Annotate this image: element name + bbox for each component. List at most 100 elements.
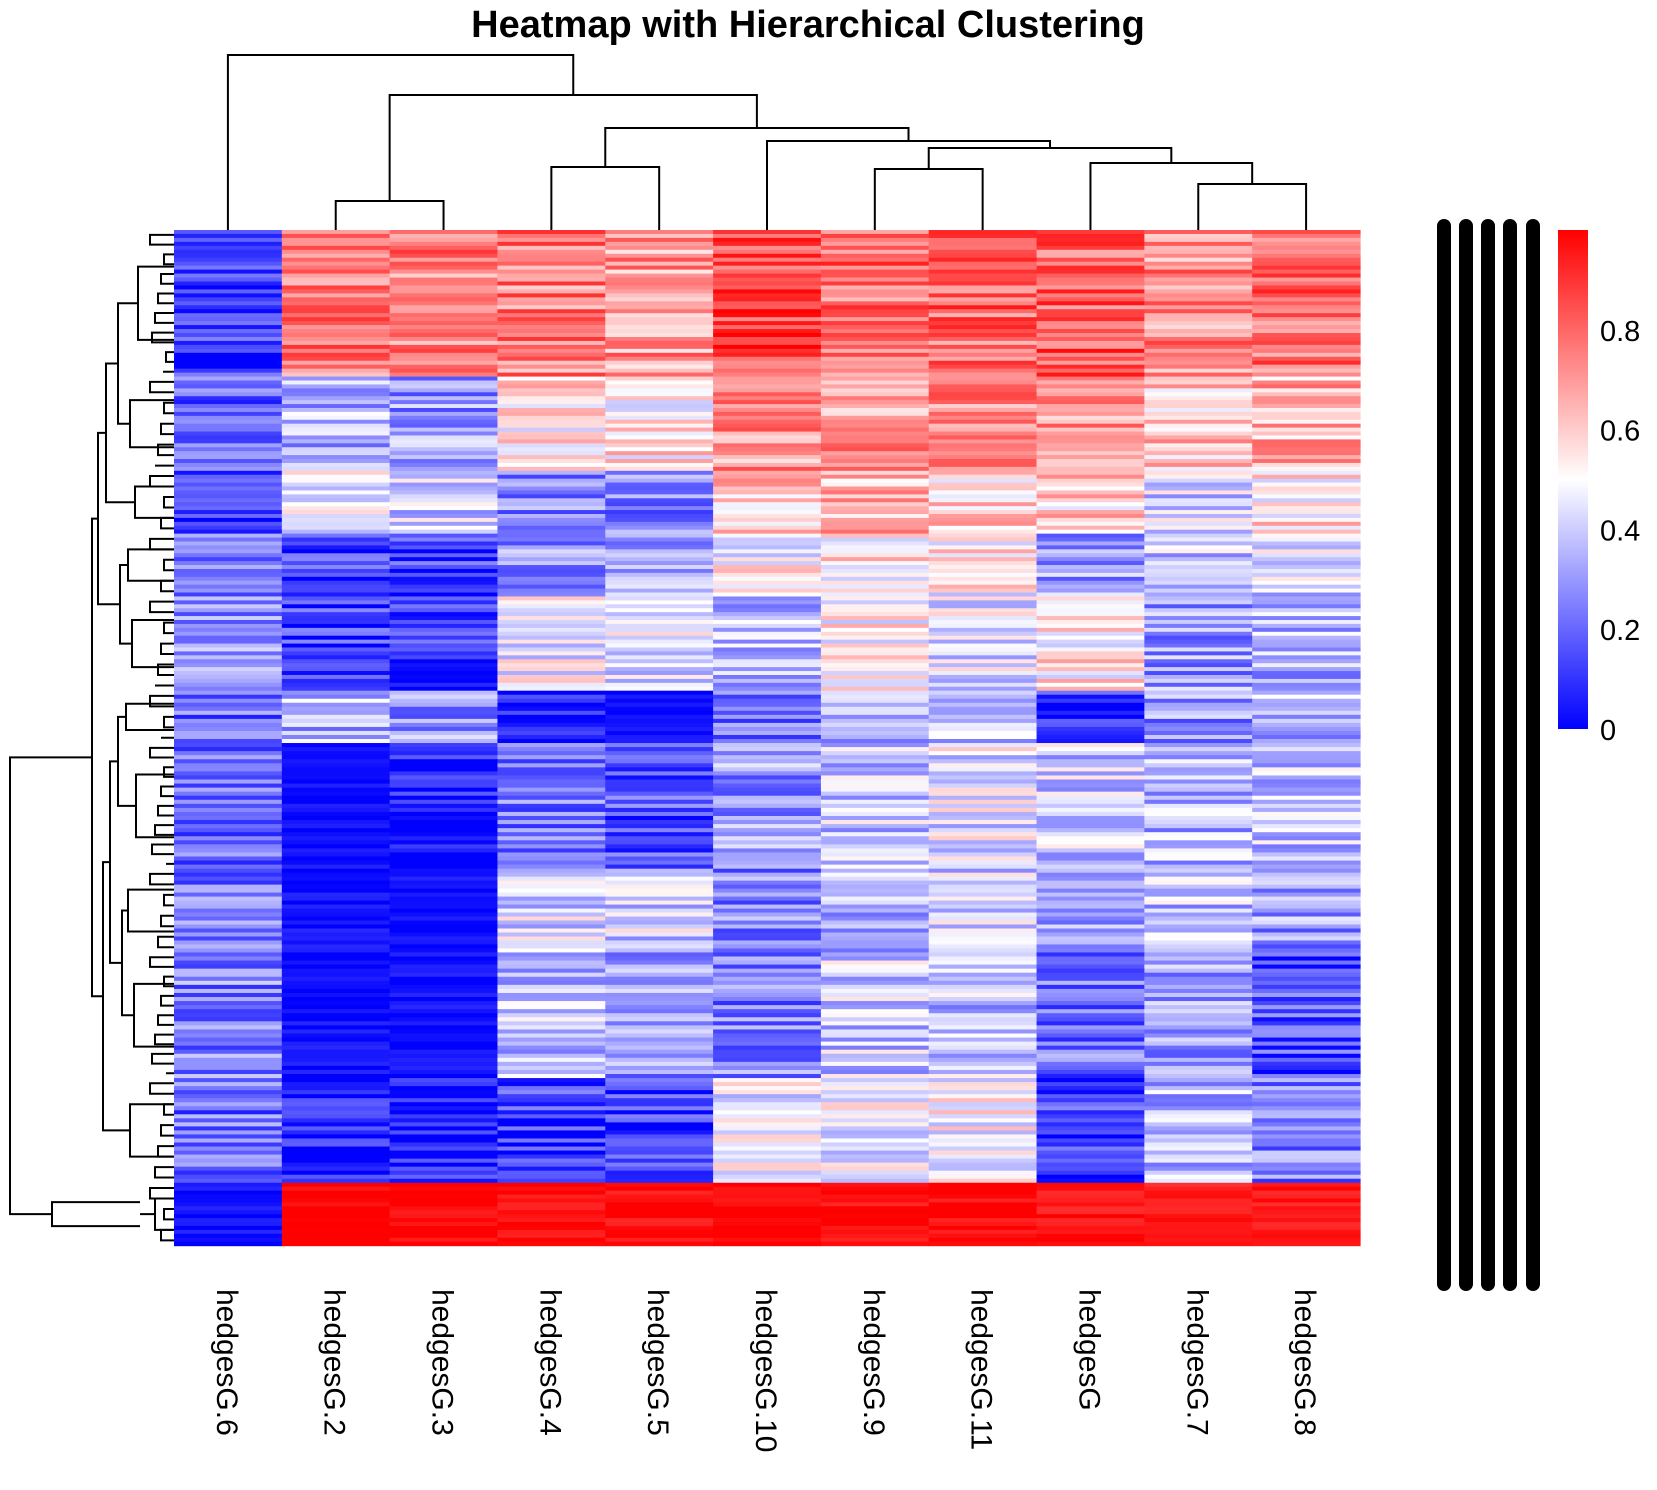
heatmap-cell (1252, 1009, 1361, 1014)
heatmap-cell (497, 880, 606, 886)
heatmap-cell (497, 1158, 606, 1164)
heatmap-cell (928, 932, 1038, 938)
heatmap-cell (1144, 667, 1253, 672)
heatmap-cell (928, 856, 1038, 862)
heatmap-cell (1144, 553, 1253, 558)
heatmap-cell (1036, 305, 1145, 310)
heatmap-cell (389, 876, 499, 882)
heatmap-cell (389, 1206, 499, 1211)
heatmap-cell (497, 836, 606, 841)
row-labels (1437, 219, 1540, 1291)
heatmap-cell (1144, 860, 1253, 866)
heatmap-cell (174, 241, 283, 247)
heatmap-cell (820, 1178, 930, 1184)
heatmap-cell (497, 1053, 606, 1059)
heatmap-cell (1252, 783, 1361, 789)
heatmap-cell (605, 775, 714, 781)
heatmap-cell (928, 1037, 1038, 1043)
heatmap-cell (389, 400, 499, 405)
heatmap-cell (928, 690, 1038, 696)
heatmap-cell (1252, 451, 1361, 456)
heatmap-cell (497, 1142, 606, 1148)
heatmap-cell (1252, 230, 1361, 235)
heatmap-cell (174, 775, 283, 781)
heatmap-cell (928, 952, 1038, 958)
heatmap-cell (389, 1225, 499, 1231)
heatmap-cell (497, 494, 606, 499)
heatmap-cell (713, 419, 822, 425)
heatmap-cell (605, 759, 714, 764)
heatmap-cell (713, 514, 822, 519)
heatmap-cell (1144, 972, 1253, 978)
heatmap-cell (1036, 237, 1145, 243)
heatmap-cell (389, 407, 499, 413)
heatmap-cell (389, 722, 499, 728)
heatmap-cell (928, 702, 1038, 708)
heatmap-cell (497, 771, 606, 777)
heatmap-cell (1144, 297, 1253, 302)
heatmap-cell (1144, 277, 1253, 283)
heatmap-cell (1252, 431, 1361, 437)
heatmap-cell (1036, 506, 1145, 511)
heatmap-cell (174, 968, 283, 974)
heatmap-cell (281, 265, 391, 271)
heatmap-cell (1036, 1134, 1145, 1140)
heatmap-cell (281, 1126, 391, 1132)
heatmap-cell (928, 423, 1038, 429)
heatmap-cell (605, 997, 714, 1002)
heatmap-cell (1036, 730, 1145, 736)
heatmap-cell (928, 836, 1038, 841)
heatmap-cell (820, 257, 930, 263)
heatmap-cell (497, 348, 606, 354)
heatmap-cell (820, 924, 930, 930)
heatmap-cell (1036, 568, 1145, 574)
heatmap-cell (1252, 459, 1361, 464)
heatmap-cell (605, 678, 714, 684)
heatmap-cell (1144, 368, 1253, 374)
heatmap-cell (928, 245, 1038, 251)
heatmap-cell (497, 755, 606, 760)
heatmap-cell (713, 856, 822, 862)
heatmap-cell (928, 1033, 1038, 1039)
heatmap-cell (713, 1130, 822, 1136)
heatmap-cell (605, 1174, 714, 1180)
heatmap-cell (1036, 1126, 1145, 1132)
heatmap-cell (1036, 984, 1145, 990)
heatmap-cell (605, 1237, 714, 1243)
heatmap-cell (820, 1061, 930, 1067)
heatmap-cell (497, 779, 606, 785)
heatmap-cell (497, 759, 606, 764)
heatmap-cell (1144, 1138, 1253, 1144)
heatmap-cell (174, 494, 283, 499)
heatmap-cell (497, 529, 606, 535)
heatmap-cell (928, 506, 1038, 511)
heatmap-cell (389, 932, 499, 938)
column-label: hedgesG.5 (641, 1289, 674, 1436)
heatmap-cell (820, 852, 930, 858)
heatmap-cell (605, 1190, 714, 1196)
heatmap-cell (174, 960, 283, 966)
heatmap-cell (389, 462, 499, 468)
heatmap-cell (605, 1138, 714, 1144)
heatmap-cell (605, 407, 714, 413)
heatmap-cell (1144, 608, 1253, 613)
heatmap-cell (497, 1206, 606, 1211)
heatmap-cell (820, 506, 930, 511)
heatmap-cell (928, 1150, 1038, 1156)
heatmap-cell (174, 411, 283, 417)
heatmap-cell (820, 273, 930, 279)
heatmap-cell (281, 828, 391, 833)
heatmap-cell (605, 510, 714, 515)
heatmap-cell (1036, 380, 1145, 386)
heatmap-cell (605, 908, 714, 914)
heatmap-cell (497, 936, 606, 942)
heatmap-cell (281, 840, 391, 845)
heatmap-cell (497, 396, 606, 401)
heatmap-cell (713, 627, 822, 633)
heatmap-cell (174, 916, 283, 922)
heatmap-cell (928, 1005, 1038, 1010)
heatmap-cell (1036, 1098, 1145, 1103)
heatmap-cell (497, 1178, 606, 1184)
heatmap-cell (605, 820, 714, 825)
heatmap-cell (281, 474, 391, 480)
